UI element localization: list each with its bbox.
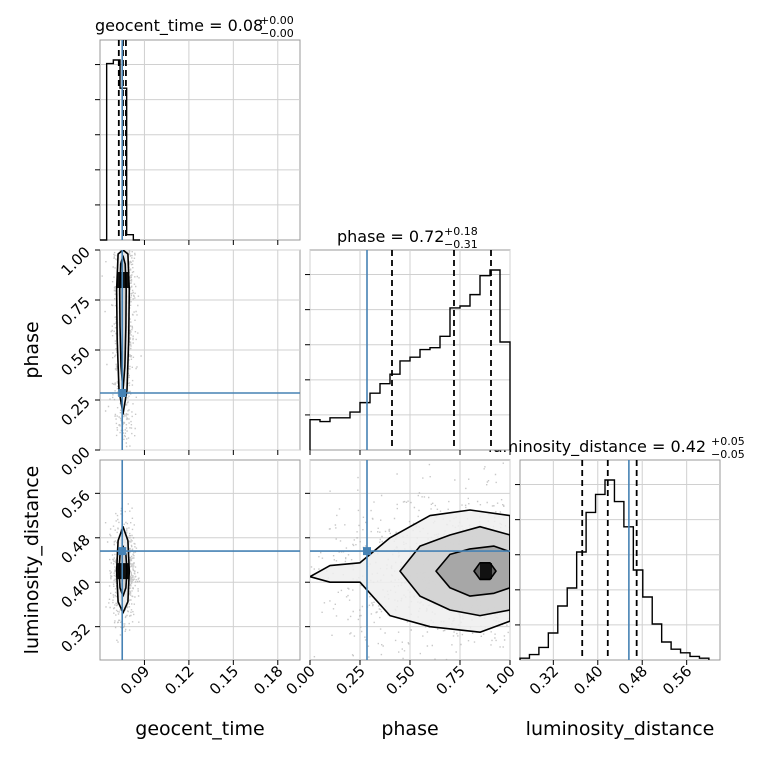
- density-geocent-time-vs-phase-plot-area: [100, 250, 300, 450]
- density-geocent-time-vs-luminosity-distance: 0.09 0.12 0.15 0.18 0.32 0.40 0.48 0.56: [57, 459, 301, 698]
- hist-geocent-time-frame: [99, 39, 301, 241]
- density-phase-vs-luminosity-distance-xtick-label: 1.00: [482, 662, 518, 698]
- hist-luminosity-distance-step: [519, 479, 710, 660]
- density-phase-vs-luminosity-distance-xtick-label: 0.50: [382, 662, 418, 698]
- density-geocent-time-vs-luminosity-distance-ytick-label: 0.40: [57, 575, 93, 611]
- xlabel-geocent-time: geocent_time: [135, 718, 264, 740]
- density-phase-vs-luminosity-distance-plot-area: [310, 460, 510, 660]
- density-geocent-time-vs-phase-ytick-label: 0.50: [57, 343, 93, 379]
- density-phase-vs-luminosity-distance-truth-marker: [363, 547, 371, 556]
- hist-luminosity-distance-frame: [519, 459, 721, 661]
- density-geocent-time-vs-luminosity-distance-truth-marker: [118, 547, 127, 556]
- title-phase: phase = 0.72: [337, 227, 444, 246]
- title-phase-plus: +0.18: [444, 225, 478, 238]
- hist-luminosity-distance-xtick-label: 0.48: [615, 662, 651, 698]
- density-phase-vs-luminosity-distance-contour: [310, 509, 510, 633]
- density-phase-vs-luminosity-distance-xtick-label: 0.25: [332, 662, 368, 698]
- density-geocent-time-vs-luminosity-distance-ytick-label: 0.48: [57, 531, 93, 567]
- density-geocent-time-vs-luminosity-distance-xtick-label: 0.15: [206, 662, 242, 698]
- hist-phase: [305, 249, 511, 455]
- title-luminosity-distance: luminosity_distance = 0.42: [488, 437, 706, 457]
- density-geocent-time-vs-phase-ytick-label: 0.75: [57, 293, 93, 329]
- hist-luminosity-distance-xtick-label: 0.56: [659, 662, 695, 698]
- density-geocent-time-vs-luminosity-distance-xtick-label: 0.12: [161, 662, 197, 698]
- title-phase-minus: −0.31: [444, 238, 478, 251]
- density-phase-vs-luminosity-distance: 0.00 0.25 0.50 0.75 1.00: [282, 459, 519, 698]
- hist-geocent-time-step: [100, 59, 140, 241]
- density-geocent-time-vs-phase-ytick-label: 0.25: [57, 393, 93, 429]
- hist-luminosity-distance-xtick-label: 0.32: [526, 662, 562, 698]
- density-geocent-time-vs-phase-truth-marker: [118, 389, 127, 397]
- panels-layer: 0.32 0.40 0.48 0.560.000.250.500.751.000.09…: [57, 39, 721, 698]
- density-geocent-time-vs-luminosity-distance-xtick-label: 0.09: [117, 662, 153, 698]
- density-phase-vs-luminosity-distance-contour: [399, 525, 510, 617]
- xlabel-luminosity-distance: luminosity_distance: [526, 718, 715, 740]
- title-luminosity-distance-minus: −0.05: [711, 448, 745, 461]
- ylabel-luminosity-distance: luminosity_distance: [21, 466, 43, 655]
- hist-luminosity-distance-xtick-label: 0.40: [570, 662, 606, 698]
- title-geocent-time: geocent_time = 0.08: [95, 16, 263, 36]
- density-geocent-time-vs-luminosity-distance-ytick-label: 0.32: [57, 620, 93, 656]
- density-geocent-time-vs-phase-ytick-label: 1.00: [57, 243, 93, 279]
- density-phase-vs-luminosity-distance-contour: [473, 562, 497, 581]
- xlabel-phase: phase: [381, 718, 438, 740]
- density-phase-vs-luminosity-distance-peak: [480, 563, 492, 580]
- ylabel-phase: phase: [21, 321, 43, 378]
- density-geocent-time-vs-luminosity-distance-ytick-label: 0.56: [57, 486, 93, 522]
- density-phase-vs-luminosity-distance-density-fill: [436, 546, 510, 597]
- title-geocent-time-plus: +0.00: [260, 14, 294, 27]
- density-geocent-time-vs-phase: 0.00 0.25 0.50 0.75 1.00: [57, 243, 301, 479]
- hist-luminosity-distance: 0.32 0.40 0.48 0.56: [515, 459, 721, 698]
- density-phase-vs-luminosity-distance-xtick-label: 0.75: [432, 662, 468, 698]
- title-geocent-time-minus: −0.00: [260, 27, 294, 40]
- hist-geocent-time: [95, 39, 301, 245]
- density-geocent-time-vs-phase-ytick-label: 0.00: [57, 443, 93, 479]
- title-luminosity-distance-plus: +0.05: [711, 435, 745, 448]
- density-geocent-time-vs-luminosity-distance-plot-area: [100, 460, 300, 660]
- density-geocent-time-vs-phase-contour: [115, 250, 131, 415]
- density-phase-vs-luminosity-distance-xtick-label: 0.00: [282, 662, 318, 698]
- density-geocent-time-vs-luminosity-distance-xtick-label: 0.18: [250, 662, 286, 698]
- hist-phase-step: [309, 269, 511, 450]
